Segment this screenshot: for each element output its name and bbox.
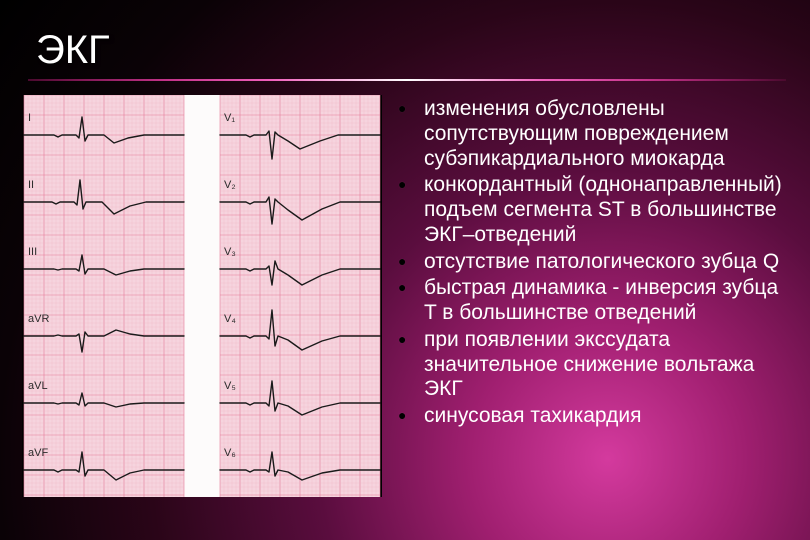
svg-text:V₁: V₁ [224,112,235,124]
slide-title: ЭКГ [36,28,810,73]
bullet-item: быстрая динамика - инверсия зубца T в бо… [396,276,790,326]
slide-body: IIIIIIaVRaVLaVFV₁V₂V₃V₄V₅V₆ изменения об… [0,81,810,497]
svg-text:III: III [28,246,37,258]
title-area: ЭКГ [0,0,810,73]
slide: ЭКГ IIIIIIaVRaVLaVFV₁V₂V₃V₄V₅V₆ изменени… [0,0,810,540]
ecg-figure: IIIIIIaVRaVLaVFV₁V₂V₃V₄V₅V₆ [22,95,382,497]
bullet-list: изменения обусловлены сопутствующим повр… [396,95,790,497]
bullet-item: синусовая тахикардия [396,404,790,429]
bullet-item: отсутствие патологического зубца Q [396,250,790,275]
svg-text:V₂: V₂ [224,179,236,191]
svg-text:V₄: V₄ [224,313,236,325]
svg-text:V₅: V₅ [224,380,236,392]
svg-text:aVR: aVR [28,313,49,325]
svg-text:I: I [28,112,31,124]
svg-text:V₃: V₃ [224,246,236,258]
svg-text:aVF: aVF [28,447,48,459]
svg-text:V₆: V₆ [224,447,236,459]
ecg-svg: IIIIIIaVRaVLaVFV₁V₂V₃V₄V₅V₆ [22,95,382,497]
bullet-item: при появлении экссудата значительное сни… [396,328,790,402]
bullet-item: конкордантный (однонаправленный) подъем … [396,173,790,247]
svg-text:aVL: aVL [28,380,48,392]
bullet-item: изменения обусловлены сопутствующим повр… [396,97,790,171]
svg-text:II: II [28,179,34,191]
